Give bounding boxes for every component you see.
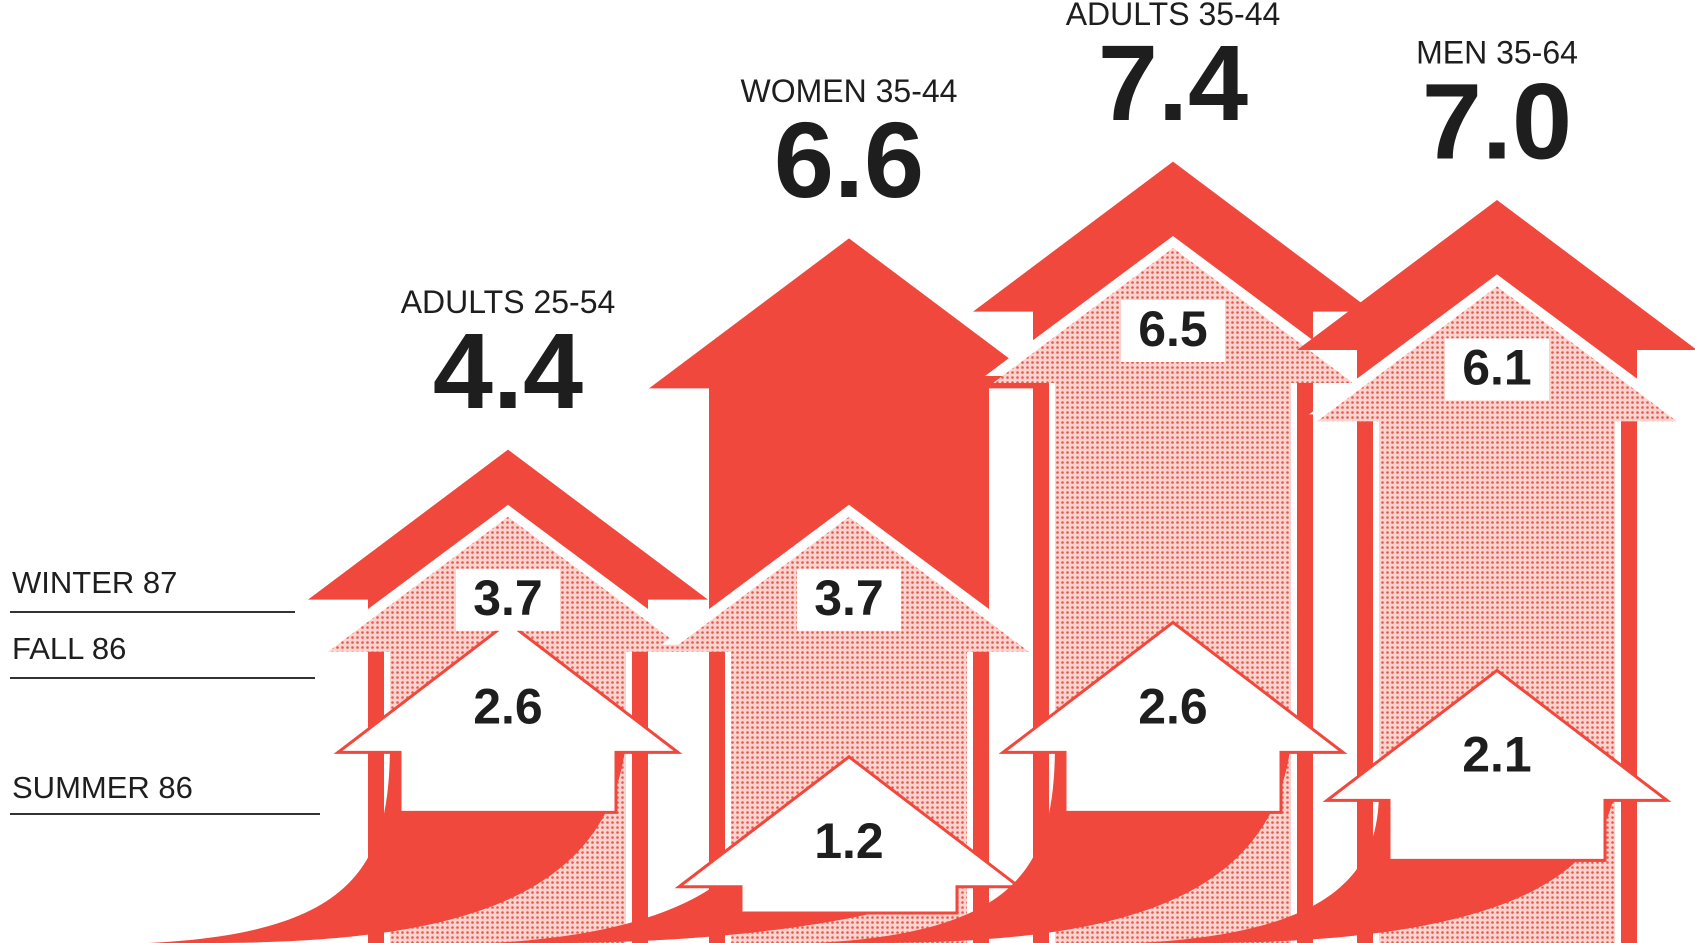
legend-label: SUMMER 86 bbox=[12, 770, 193, 805]
winter-value: 4.4 bbox=[433, 310, 583, 431]
fall-value: 6.5 bbox=[1138, 301, 1208, 357]
winter-value: 7.4 bbox=[1098, 22, 1248, 143]
page: {"chart_data": {"type": "arrow", "catego… bbox=[0, 0, 1695, 943]
summer-value: 2.6 bbox=[1138, 679, 1208, 735]
fall-value: 6.1 bbox=[1462, 340, 1532, 396]
legend-label: WINTER 87 bbox=[12, 565, 177, 600]
fall-value: 3.7 bbox=[473, 570, 543, 626]
legend-label: FALL 86 bbox=[12, 631, 126, 666]
fall-value: 3.7 bbox=[814, 570, 884, 626]
winter-value: 7.0 bbox=[1422, 61, 1572, 182]
winter-value: 6.6 bbox=[774, 99, 924, 220]
summer-value: 1.2 bbox=[814, 813, 884, 869]
summer-value: 2.1 bbox=[1462, 727, 1532, 783]
summer-value: 2.6 bbox=[473, 679, 543, 735]
chart: WINTER 87FALL 86SUMMER 86ADULTS 25-544.4… bbox=[0, 0, 1695, 943]
